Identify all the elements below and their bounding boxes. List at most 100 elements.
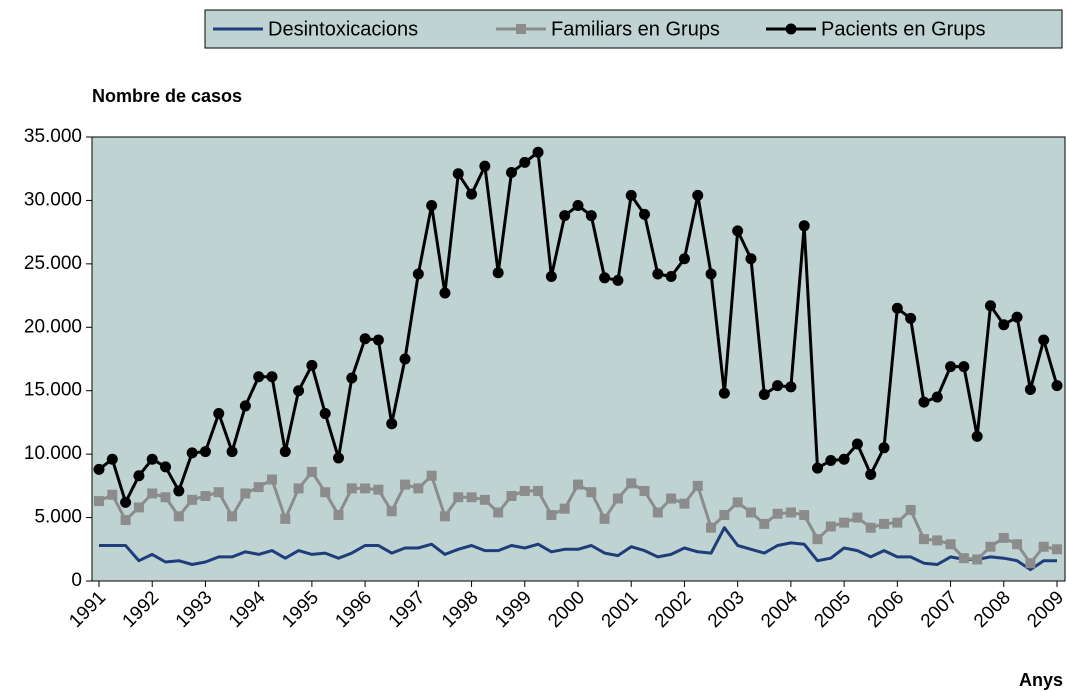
data-point xyxy=(333,510,344,521)
y-tick-label: 25.000 xyxy=(24,253,82,274)
data-point xyxy=(293,385,305,397)
y-tick-label: 0 xyxy=(71,570,82,591)
data-point xyxy=(612,274,624,286)
data-point xyxy=(932,535,943,546)
data-point xyxy=(213,408,225,420)
x-tick-label: 2005 xyxy=(810,587,855,632)
data-point xyxy=(453,492,464,503)
plot-area xyxy=(91,136,1066,582)
data-point xyxy=(279,446,291,458)
data-point xyxy=(918,534,929,545)
data-point xyxy=(998,532,1009,543)
legend-label: Familiars en Grups xyxy=(551,18,720,40)
data-point xyxy=(865,522,876,533)
data-point xyxy=(545,271,557,283)
data-point xyxy=(1052,544,1062,555)
x-tick-label: 2007 xyxy=(917,587,962,632)
x-tick-label: 2002 xyxy=(651,587,696,632)
data-point xyxy=(985,541,996,552)
data-point xyxy=(1038,334,1050,346)
data-point xyxy=(373,484,384,495)
data-point xyxy=(199,446,211,458)
data-point xyxy=(372,334,384,346)
data-point xyxy=(1025,558,1036,569)
data-point xyxy=(785,381,797,393)
x-tick-label: 2000 xyxy=(544,587,589,632)
data-point xyxy=(280,513,291,524)
data-point xyxy=(120,515,131,526)
data-point xyxy=(173,511,184,522)
data-point xyxy=(187,494,198,505)
data-point xyxy=(626,478,637,489)
data-point xyxy=(972,554,983,565)
data-point xyxy=(719,510,730,521)
data-point xyxy=(1051,380,1063,392)
data-point xyxy=(745,253,757,265)
data-point xyxy=(585,210,597,222)
data-point xyxy=(625,189,637,201)
data-point xyxy=(439,511,450,522)
data-point xyxy=(825,454,837,466)
data-point xyxy=(931,391,943,403)
data-point xyxy=(466,188,478,200)
data-point xyxy=(266,371,278,383)
y-tick-label: 10.000 xyxy=(24,443,82,464)
data-point xyxy=(692,480,703,491)
data-point xyxy=(652,268,664,280)
data-point xyxy=(413,483,424,494)
data-point xyxy=(798,220,810,232)
data-point xyxy=(426,470,437,481)
y-tick-label: 20.000 xyxy=(24,316,82,337)
y-axis-title: Nombre de casos xyxy=(92,86,242,106)
data-point xyxy=(905,504,916,515)
data-point xyxy=(253,371,265,383)
legend-box xyxy=(204,9,1063,49)
data-point xyxy=(399,353,411,365)
x-tick-label: 1996 xyxy=(331,587,376,632)
data-point xyxy=(812,462,823,474)
data-point xyxy=(639,208,651,220)
data-point xyxy=(878,442,890,454)
data-point xyxy=(705,268,717,280)
data-point xyxy=(266,474,277,485)
data-point xyxy=(852,512,863,523)
data-point xyxy=(879,518,890,529)
legend-label: Desintoxicacions xyxy=(268,18,418,40)
data-point xyxy=(359,333,371,345)
data-point xyxy=(532,146,544,158)
data-point xyxy=(333,452,344,464)
data-point xyxy=(439,287,451,299)
data-point xyxy=(479,160,491,172)
data-point xyxy=(386,506,397,517)
data-point xyxy=(692,189,704,201)
x-tick-label: 2009 xyxy=(1023,587,1067,632)
data-point xyxy=(533,485,544,496)
data-point xyxy=(865,468,877,480)
data-point xyxy=(799,510,810,521)
data-point xyxy=(745,507,756,518)
data-point xyxy=(293,483,304,494)
data-point xyxy=(160,492,171,503)
data-point xyxy=(971,430,983,442)
data-point xyxy=(825,521,836,532)
data-point xyxy=(639,485,650,496)
data-point xyxy=(146,453,158,465)
data-point xyxy=(519,485,530,496)
data-point xyxy=(160,461,172,473)
y-tick-label: 15.000 xyxy=(24,380,82,401)
data-point xyxy=(785,507,796,518)
x-tick-label: 1993 xyxy=(172,587,217,632)
data-point xyxy=(360,483,371,494)
data-point xyxy=(1038,541,1049,552)
data-point xyxy=(505,167,517,179)
legend-marker xyxy=(785,23,797,35)
data-point xyxy=(133,502,144,513)
data-point xyxy=(718,387,730,399)
x-tick-label: 1991 xyxy=(65,587,110,632)
data-point xyxy=(945,361,957,373)
data-point xyxy=(559,503,570,514)
x-tick-label: 2004 xyxy=(757,587,802,632)
x-tick-label: 1995 xyxy=(278,587,323,632)
data-point xyxy=(758,389,770,401)
x-tick-label: 2006 xyxy=(864,587,909,632)
